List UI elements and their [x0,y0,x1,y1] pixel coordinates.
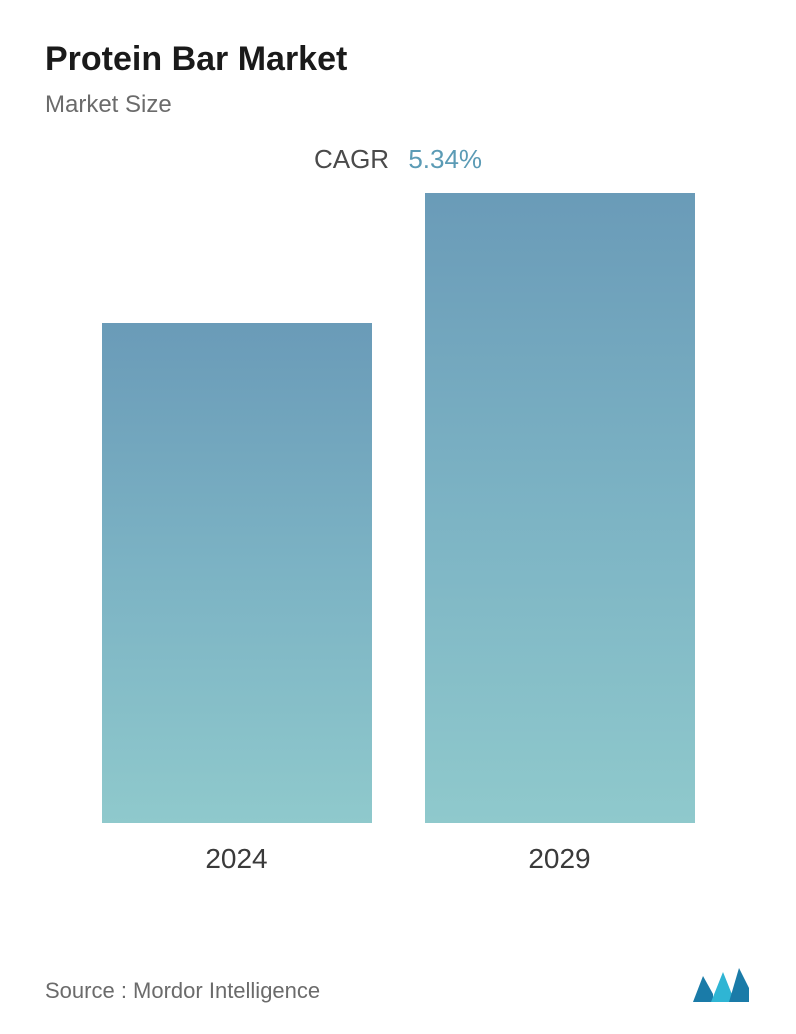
bar-2024 [102,323,372,823]
cagr-row: CAGR 5.34% [45,144,751,175]
bar-label-2024: 2024 [205,843,267,875]
brand-logo-icon [691,964,751,1004]
footer: Source : Mordor Intelligence [45,964,751,1004]
chart-title: Protein Bar Market [45,40,751,79]
bar-label-2029: 2029 [528,843,590,875]
source-text: Source : Mordor Intelligence [45,978,320,1004]
cagr-label: CAGR [314,144,389,174]
cagr-value: 5.34% [408,144,482,174]
chart-subtitle: Market Size [45,91,751,119]
bar-2029 [425,193,695,823]
chart-area: 2024 2029 [45,215,751,875]
bar-group-1: 2029 [420,193,700,875]
bar-group-0: 2024 [97,323,377,875]
